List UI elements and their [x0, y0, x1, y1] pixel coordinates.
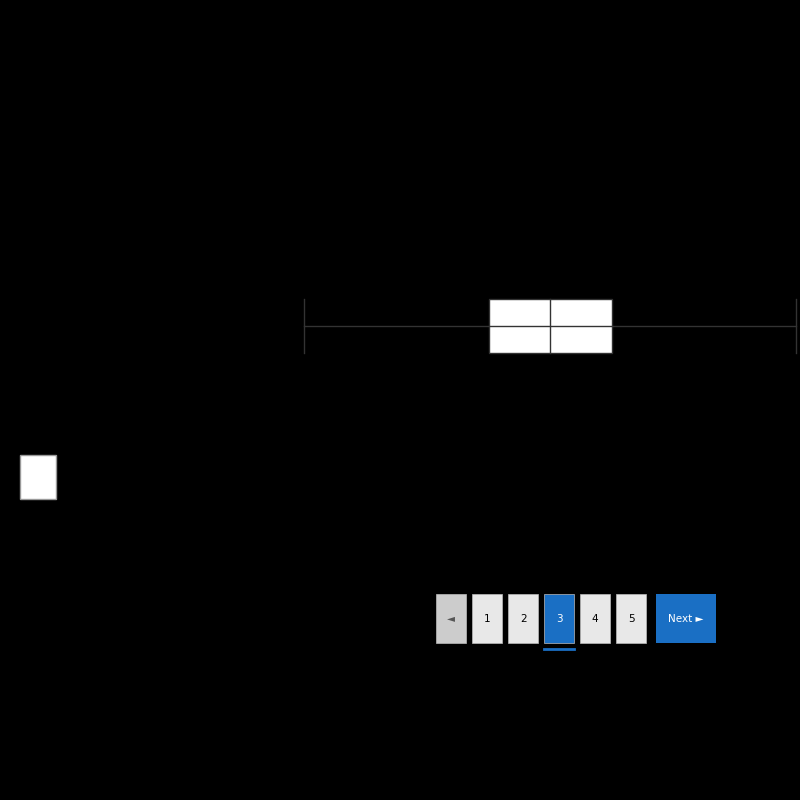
- Text: 25: 25: [543, 262, 557, 272]
- Bar: [20, 455, 56, 499]
- Text: 30: 30: [605, 262, 618, 272]
- Bar: [616, 594, 646, 643]
- Text: Enter your answer in the box.: Enter your answer in the box.: [20, 411, 205, 424]
- Text: What is the greatest value of the data represented by the box: What is the greatest value of the data r…: [20, 265, 435, 278]
- Bar: [472, 594, 502, 643]
- Bar: [508, 594, 538, 643]
- Text: 5: 5: [628, 614, 634, 624]
- Bar: [544, 594, 574, 643]
- Text: 45: 45: [789, 262, 800, 272]
- Text: 20: 20: [482, 262, 495, 272]
- Bar: [436, 594, 466, 643]
- Bar: [656, 594, 716, 643]
- Text: 1: 1: [484, 614, 490, 624]
- Text: plot?: plot?: [20, 304, 53, 317]
- Bar: [580, 594, 610, 643]
- Text: 2: 2: [520, 614, 526, 624]
- Text: Next ►: Next ►: [668, 614, 704, 624]
- Text: 5: 5: [301, 262, 307, 272]
- Text: 4: 4: [592, 614, 598, 624]
- Text: ◄: ◄: [447, 614, 455, 624]
- Bar: [489, 299, 611, 353]
- Text: 3: 3: [556, 614, 562, 624]
